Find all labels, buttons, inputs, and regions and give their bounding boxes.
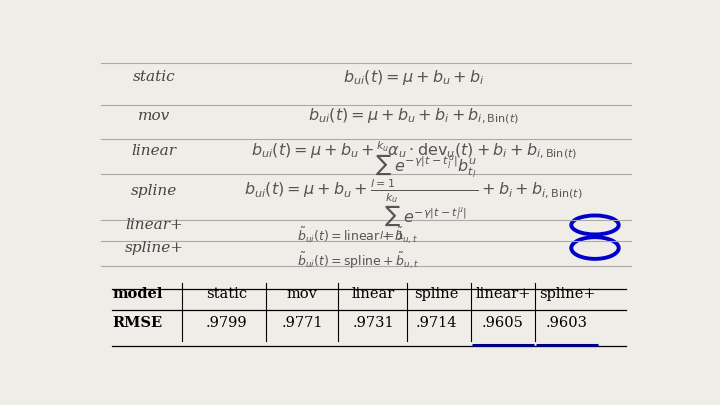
Text: RMSE: RMSE: [112, 316, 163, 330]
Text: spline+: spline+: [125, 241, 184, 255]
Text: .9603: .9603: [546, 316, 588, 330]
Text: $\tilde{b}_{ui}(t) = \mathrm{linear} + \tilde{b}_{u,t}$: $\tilde{b}_{ui}(t) = \mathrm{linear} + \…: [297, 225, 418, 246]
Text: spline: spline: [414, 287, 458, 301]
Text: static: static: [206, 287, 247, 301]
Text: $b_{ui}(t) = \mu + b_u + b_i$: $b_{ui}(t) = \mu + b_u + b_i$: [343, 68, 485, 87]
Text: $b_{ui}(t) = \mu + b_u + \dfrac{\sum_{l=1}^{k_u} e^{-\gamma|t-t_l^u|} b^u_{t_l}}: $b_{ui}(t) = \mu + b_u + \dfrac{\sum_{l=…: [244, 140, 583, 242]
Text: spline: spline: [131, 184, 177, 198]
Text: mov: mov: [287, 287, 318, 301]
Text: .9714: .9714: [415, 316, 456, 330]
Text: model: model: [112, 287, 163, 301]
Text: linear: linear: [352, 287, 395, 301]
Text: $b_{ui}(t) = \mu + b_u + b_i + b_{i,\mathrm{Bin}(t)}$: $b_{ui}(t) = \mu + b_u + b_i + b_{i,\mat…: [308, 106, 519, 126]
Text: mov: mov: [138, 109, 171, 123]
Text: linear+: linear+: [475, 287, 531, 301]
Text: linear+: linear+: [125, 218, 183, 232]
Text: .9771: .9771: [282, 316, 323, 330]
Text: linear: linear: [132, 144, 176, 158]
Text: $\tilde{b}_{ui}(t) = \mathrm{spline} + \tilde{b}_{u,t}$: $\tilde{b}_{ui}(t) = \mathrm{spline} + \…: [297, 250, 419, 271]
Text: .9799: .9799: [206, 316, 248, 330]
Text: static: static: [133, 70, 176, 85]
Text: spline+: spline+: [539, 287, 595, 301]
Text: .9731: .9731: [353, 316, 395, 330]
Text: $b_{ui}(t) = \mu + b_u +\ \ \alpha_u \cdot \mathrm{dev}_u(t) + b_i + b_{i,\mathr: $b_{ui}(t) = \mu + b_u +\ \ \alpha_u \cd…: [251, 141, 577, 160]
Text: .9605: .9605: [482, 316, 524, 330]
